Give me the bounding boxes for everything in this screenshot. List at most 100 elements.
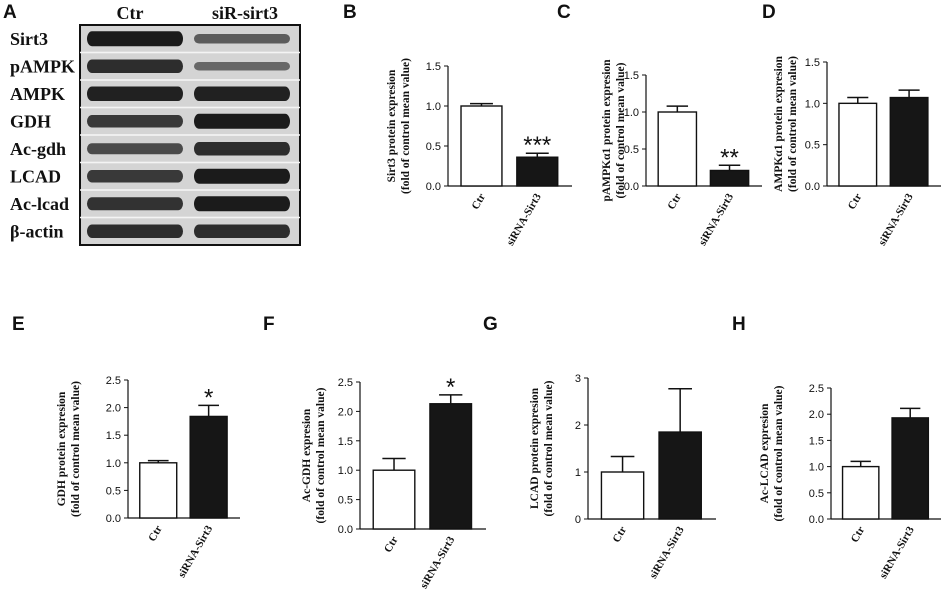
- y-tick-label: 2: [575, 420, 581, 432]
- panel-letter: E: [12, 314, 25, 335]
- y-tick-label: 0.5: [106, 485, 121, 497]
- panel-letter-a: A: [3, 2, 17, 23]
- band-sirt3: [194, 34, 290, 44]
- x-tick-label: Ctr: [146, 523, 165, 543]
- y-tick-label: 2.5: [809, 383, 824, 395]
- y-tick-label: 1.0: [805, 98, 820, 110]
- y-tick-label: 2.5: [106, 375, 121, 387]
- chart-h: H 0.0 0.5 1.0 1.5 2.0 2.5 Ac-LCAD expresion (fol…: [732, 314, 941, 581]
- y-tick-label: 0: [575, 514, 581, 526]
- y-axis-label: (fold of control mean value): [70, 381, 82, 517]
- y-tick-label: 1.5: [426, 61, 441, 73]
- x-tick-label: siRNA-Sirt3: [176, 523, 216, 580]
- y-tick-label: 0.0: [624, 181, 639, 193]
- y-tick-label: 2.0: [338, 406, 353, 418]
- y-tick-label: 0.5: [338, 495, 353, 507]
- y-tick-label: 1.0: [809, 462, 824, 474]
- y-tick-label: 1.5: [338, 436, 353, 448]
- y-axis-label: Ac-GDH expresion: [301, 408, 313, 502]
- panel-letter: H: [732, 314, 746, 335]
- x-tick-label: Ctr: [469, 191, 488, 211]
- y-tick-label: 1.5: [805, 57, 820, 69]
- y-axis-label: (fold of control mean value): [773, 385, 785, 521]
- blot-row-label: pAMPK: [10, 56, 75, 76]
- y-tick-label: 0.0: [805, 181, 820, 193]
- y-tick-label: 0.0: [426, 181, 441, 193]
- y-tick-label: 1.5: [106, 430, 121, 442]
- significance-marker: ***: [523, 132, 551, 159]
- band-ctr: [87, 170, 183, 183]
- band-ctr: [87, 224, 183, 238]
- bar-sirna: [429, 403, 473, 530]
- x-tick-label: siRNA-Sirt3: [504, 191, 544, 248]
- chart-d: D 0.0 0.5 1.0 1.5 AMPKα1 protein expresion (fo…: [762, 2, 941, 248]
- blot-row-label: Ac-gdh: [10, 139, 66, 159]
- y-axis-label: LCAD protein expresion: [529, 387, 541, 509]
- y-axis-label: (fold of control mean value): [315, 387, 327, 523]
- band-sirt3: [194, 142, 290, 156]
- panel-letter: B: [343, 2, 357, 23]
- x-tick-label: siRNA-Sirt3: [697, 191, 737, 248]
- y-tick-label: 2.0: [106, 403, 121, 415]
- panel-letter: C: [557, 2, 571, 23]
- panel-letter: F: [263, 314, 275, 335]
- y-tick-label: 0.0: [106, 513, 121, 525]
- y-axis-label: AMPKα1 protein expresion: [773, 56, 785, 192]
- y-tick-label: 0.5: [624, 144, 639, 156]
- western-blot-panel: A Ctr siR-sirt3 Sirt3 pAMPK AMPK GDH Ac-gdh LCAD…: [3, 2, 301, 246]
- y-tick-label: 1.5: [809, 435, 824, 447]
- x-tick-label: siRNA-Sirt3: [418, 534, 458, 591]
- band-sirt3: [194, 113, 290, 129]
- band-ctr: [87, 197, 183, 211]
- band-sirt3: [194, 168, 290, 184]
- bar-sirna: [658, 431, 702, 520]
- y-tick-label: 1.0: [338, 465, 353, 477]
- band-sirt3: [194, 224, 290, 238]
- blot-row-label: AMPK: [10, 84, 65, 104]
- bar-sirna: [889, 96, 929, 187]
- band-ctr: [87, 143, 183, 155]
- y-axis-label: Ac-LCAD expresion: [759, 403, 771, 503]
- lane-label-ctr: Ctr: [117, 3, 144, 23]
- x-tick-label: siRNA-Sirt3: [876, 191, 916, 248]
- y-axis-label: Sirt3 protein expresion: [386, 69, 398, 182]
- x-tick-label: siRNA-Sirt3: [647, 524, 687, 581]
- y-axis-label: pAMPKα1 protein expresion: [601, 59, 613, 202]
- y-tick-label: 1.5: [624, 70, 639, 82]
- lane-label-sirt3: siR-sirt3: [212, 3, 278, 23]
- bar-ctr: [139, 462, 178, 519]
- bar-ctr: [841, 465, 880, 520]
- blot-row-label: Sirt3: [10, 29, 48, 49]
- x-tick-label: Ctr: [849, 524, 868, 544]
- y-axis-label: (fold of control mean value): [400, 58, 412, 194]
- chart-b: B 0.0 0.5 1.0 1.5 Sirt3 protein expresion (fol…: [343, 2, 572, 248]
- y-tick-label: 1.0: [624, 107, 639, 119]
- y-axis-label: (fold of control mean value): [543, 380, 555, 516]
- chart-c: C 0.0 0.5 1.0 1.5 pAMPKα1 protein expresion (f…: [557, 2, 762, 248]
- y-tick-label: 2.5: [338, 377, 353, 389]
- blot-row-label: β-actin: [10, 221, 63, 241]
- bar-sirna: [189, 415, 228, 519]
- band-ctr: [87, 86, 183, 101]
- bar-ctr: [657, 111, 698, 187]
- y-tick-label: 0.5: [809, 488, 824, 500]
- significance-marker: **: [720, 144, 739, 171]
- y-tick-label: 0.0: [338, 524, 353, 536]
- y-tick-label: 1.0: [106, 458, 121, 470]
- y-tick-label: 1: [575, 467, 581, 479]
- bar-ctr: [460, 105, 503, 187]
- bar-sirna: [516, 156, 559, 187]
- panel-letter: G: [483, 314, 498, 335]
- band-sirt3: [194, 62, 290, 71]
- bar-sirna: [709, 169, 750, 187]
- bar-sirna: [891, 417, 930, 520]
- y-tick-label: 0.0: [809, 514, 824, 526]
- y-tick-label: 0.5: [426, 141, 441, 153]
- band-ctr: [87, 115, 183, 128]
- significance-marker: *: [446, 374, 455, 401]
- bar-ctr: [838, 102, 878, 187]
- x-tick-label: Ctr: [611, 524, 630, 544]
- blot-row-label: LCAD: [10, 166, 61, 186]
- x-tick-label: Ctr: [665, 191, 684, 211]
